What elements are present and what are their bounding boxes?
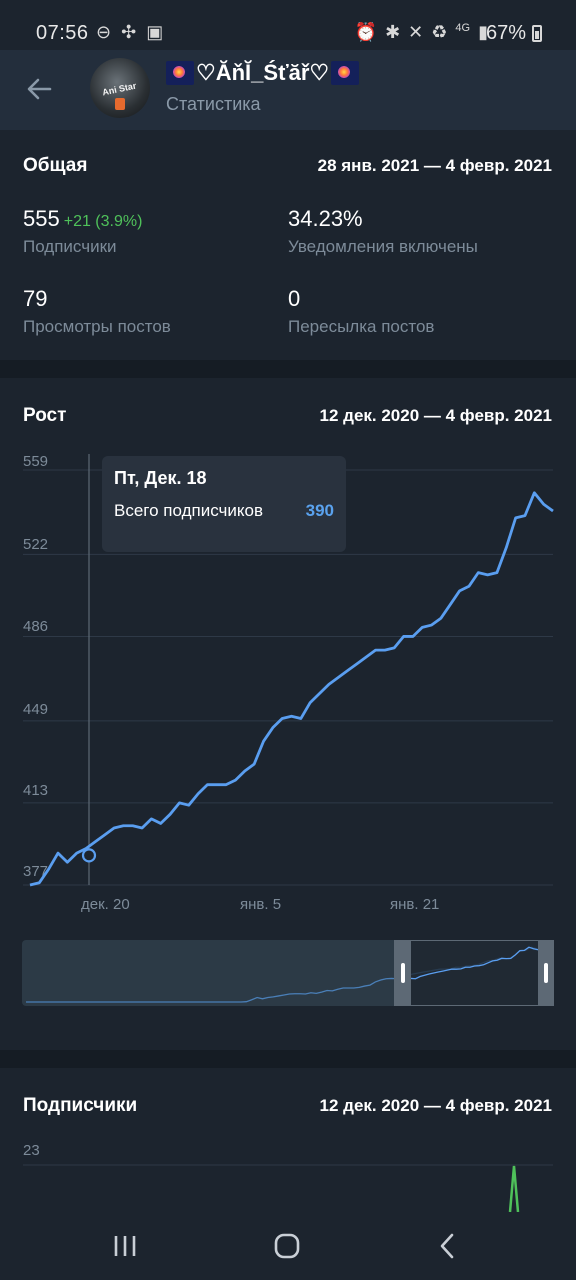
channel-title-text: ♡ĂňĬ_Śťăř♡ [196, 60, 330, 85]
x-tick-label: янв. 21 [390, 896, 440, 913]
range-handle-grip [401, 963, 405, 983]
tooltip-date: Пт, Дек. 18 [114, 468, 207, 488]
tooltip-label: Всего подписчиков [114, 501, 263, 520]
subscribers-count: 555 [23, 206, 60, 231]
subscribers-series-line [29, 491, 554, 887]
selected-point-marker [81, 848, 97, 863]
growth-date-range: 12 дек. 2020 — 4 февр. 2021 [319, 406, 552, 425]
mute-icon: ✕ [408, 22, 424, 42]
y-tick-label: 377 [23, 863, 49, 880]
status-time: 07:56 [36, 22, 89, 44]
range-selector[interactable] [22, 940, 554, 1006]
post-shares-value: 0 [288, 286, 301, 311]
post-shares-label: Пересылка постов [288, 317, 435, 336]
pinwheel-icon: ✣ [121, 22, 137, 42]
avatar-text: Ani Star [101, 80, 138, 98]
subscribers-date-range: 12 дек. 2020 — 4 февр. 2021 [319, 1096, 552, 1115]
channel-subtitle: Статистика [166, 94, 261, 114]
channel-avatar[interactable]: Ani Star [90, 58, 150, 118]
status-bar: 07:56 ⊖ ✣ ▣ ⏰ ✱ ✕ ♻ 4G ▮ 67% [0, 0, 576, 50]
back-nav-icon[interactable] [428, 1230, 468, 1262]
recent-apps-icon[interactable] [105, 1230, 145, 1262]
firework-icon [166, 61, 194, 85]
notifications-value: 34.23% [288, 206, 363, 231]
network-type-icon: 4G [455, 22, 471, 34]
y-tick-label: 522 [23, 536, 49, 553]
section-gap [0, 360, 576, 378]
do-not-disturb-icon: ⊖ [96, 22, 112, 42]
x-tick-label: янв. 5 [240, 896, 282, 913]
firework-icon [331, 61, 360, 85]
post-views-value: 79 [23, 286, 48, 311]
status-right-icons: ⏰ ✱ ✕ ♻ 4G ▮ [355, 22, 488, 43]
range-handle-grip [544, 963, 548, 983]
alarm-icon: ⏰ [354, 22, 378, 42]
avatar-figure [115, 98, 125, 110]
subscribers-card: Подписчики 12 дек. 2020 — 4 февр. 2021 2… [0, 1068, 576, 1212]
subscribers-title: Подписчики [23, 1095, 138, 1116]
preview-window-line [410, 946, 539, 980]
overview-title: Общая [23, 155, 88, 176]
y-tick-label: 449 [23, 701, 49, 718]
y-tick-label: 559 [23, 453, 49, 470]
gallery-icon: ▣ [146, 22, 164, 42]
subscribers-delta: +21 (3.9%) [63, 213, 143, 230]
subscribers-value: 555 +21 (3.9%) [23, 206, 142, 232]
section-gap [0, 1050, 576, 1068]
battery-saver-icon: ♻ [431, 22, 448, 42]
app-header: Ani Star ♡ĂňĬ_Śťăř♡ Статистика [0, 50, 576, 130]
overview-card: Общая 28 янв. 2021 — 4 февр. 2021 555 +21… [0, 130, 576, 360]
overview-date-range: 28 янв. 2021 — 4 февр. 2021 [317, 156, 552, 175]
x-tick-label: дек. 20 [81, 896, 130, 913]
signal-icon: ▮ [478, 22, 488, 42]
back-arrow-icon[interactable] [24, 74, 54, 104]
subscribers-label: Подписчики [23, 237, 117, 256]
notifications-label: Уведомления включены [288, 237, 478, 256]
bluetooth-icon: ✱ [385, 22, 401, 42]
y-tick-label: 486 [23, 618, 49, 635]
system-nav-bar [0, 1212, 576, 1280]
subscribers-spike [508, 1165, 520, 1212]
home-icon[interactable] [267, 1230, 307, 1262]
status-left-icons: ⊖ ✣ ▣ [96, 22, 163, 43]
battery-icon [532, 25, 542, 42]
battery-percent: 67% [485, 22, 526, 44]
channel-title: ♡ĂňĬ_Śťăř♡ [166, 60, 360, 86]
preview-window[interactable] [394, 940, 554, 1006]
subscribers-chart[interactable] [0, 1160, 576, 1212]
y-tick-label: 23 [23, 1142, 40, 1159]
y-tick-label: 413 [23, 782, 49, 799]
growth-title: Рост [23, 405, 67, 426]
tooltip-value: 390 [305, 501, 334, 520]
chart-tooltip: Пт, Дек. 18 Всего подписчиков 390 [102, 456, 346, 552]
post-views-label: Просмотры постов [23, 317, 171, 336]
